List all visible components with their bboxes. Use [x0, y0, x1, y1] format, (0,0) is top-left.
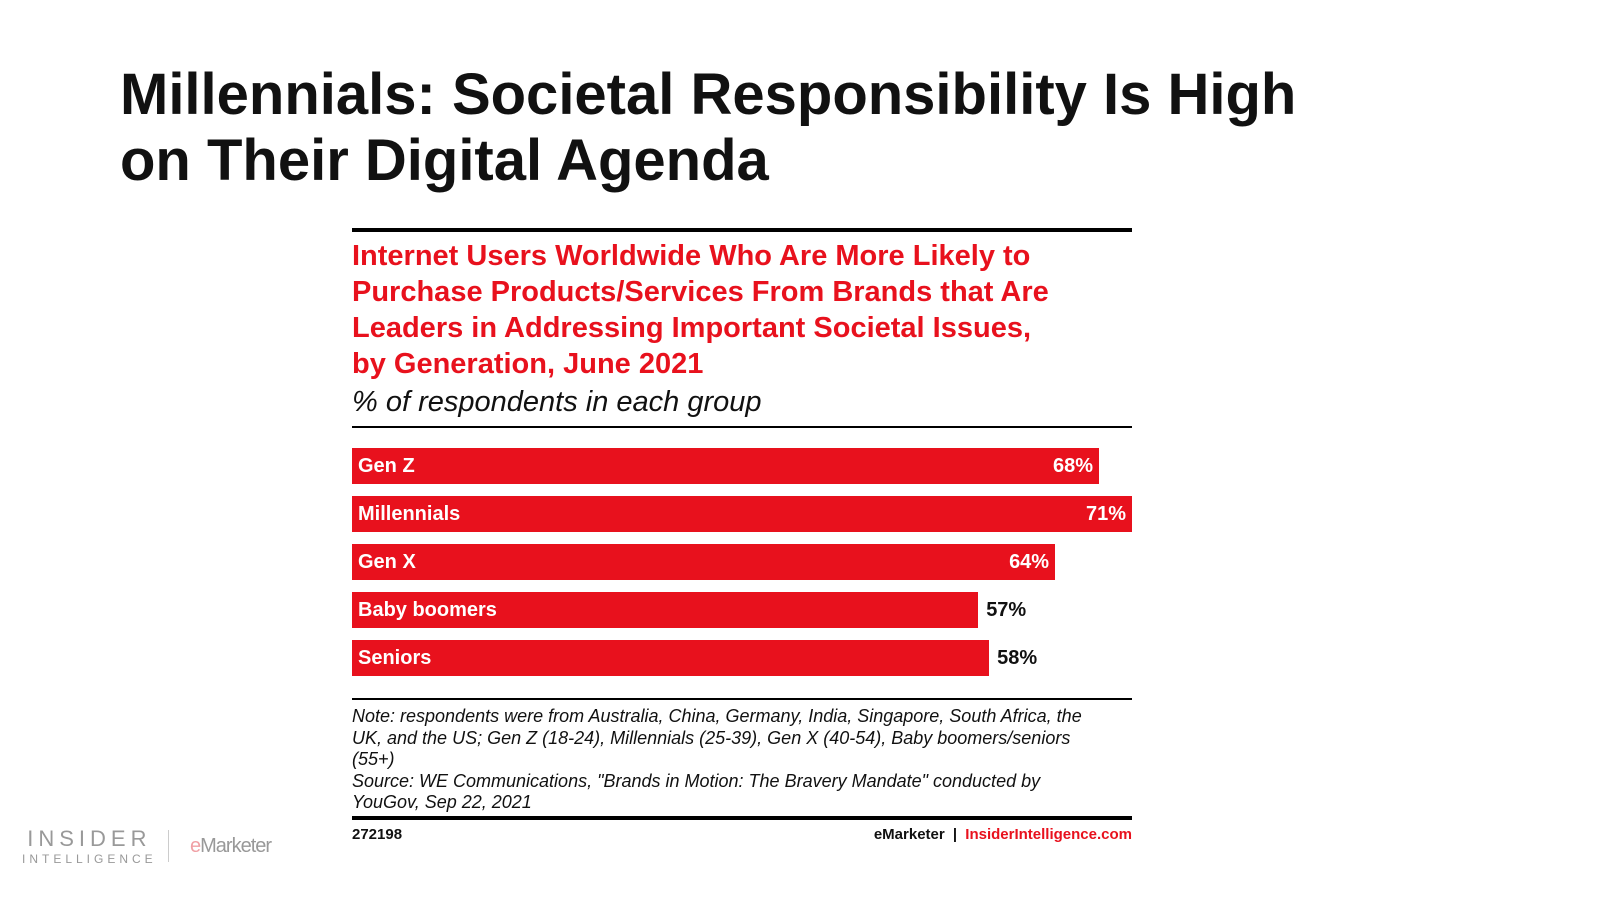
chart-subtitle: % of respondents in each group	[352, 386, 762, 418]
bar-seniors	[352, 640, 990, 676]
bar-value-label: 64%	[1009, 551, 1050, 573]
credit-site: InsiderIntelligence.com	[965, 826, 1132, 843]
chart-title-line: by Generation, June 2021	[352, 348, 704, 380]
chart-bottom-rule	[352, 816, 1132, 820]
chart-title-line: Internet Users Worldwide Who Are More Li…	[352, 240, 1031, 272]
note-line: UK, and the US; Gen Z (18-24), Millennia…	[352, 727, 1071, 748]
bar-value-label: 58%	[997, 647, 1038, 669]
bar-category-label: Seniors	[358, 647, 432, 669]
subtitle-rule	[352, 426, 1132, 428]
bar-millennials	[352, 496, 1132, 532]
logo-marketer: Marketer	[200, 835, 272, 857]
note-line: Note: respondents were from Australia, C…	[352, 706, 1082, 726]
bar-category-label: Gen X	[358, 551, 416, 573]
source-line: Source: WE Communications, "Brands in Mo…	[352, 770, 1041, 791]
slide-title: Millennials: Societal Responsibility Is …	[120, 62, 1296, 194]
bar-category-label: Gen Z	[358, 455, 415, 477]
logo-insider-text: INSIDER	[27, 826, 152, 851]
source-line: YouGov, Sep 22, 2021	[352, 792, 532, 812]
chart-note: Note: respondents were from Australia, C…	[352, 706, 1142, 814]
emarketer-logo: eMarketer	[190, 835, 272, 858]
insider-intelligence-logo: INSIDER INTELLIGENCE	[22, 826, 157, 866]
chart-title: Internet Users Worldwide Who Are More Li…	[352, 238, 1152, 382]
bar-value-label: 68%	[1053, 455, 1094, 477]
bar-value-label: 71%	[1085, 503, 1126, 525]
slide-title-line2: on Their Digital Agenda	[120, 128, 769, 193]
logo-e: e	[190, 835, 201, 857]
bar-value-label: 57%	[986, 599, 1027, 621]
chart-credit: eMarketer | InsiderIntelligence.com	[874, 826, 1132, 843]
bar-gen-x	[352, 544, 1056, 580]
note-rule	[352, 698, 1132, 700]
chart-id: 272198	[352, 826, 403, 843]
bar-gen-z	[352, 448, 1100, 484]
chart-title-line: Purchase Products/Services From Brands t…	[352, 276, 1049, 308]
slide-title-line1: Millennials: Societal Responsibility Is …	[120, 62, 1297, 127]
bar-category-label: Millennials	[358, 503, 461, 525]
credit-emarketer: eMarketer	[873, 826, 945, 843]
bar-category-label: Baby boomers	[358, 599, 497, 621]
logo-intelligence-text: INTELLIGENCE	[22, 852, 157, 866]
bar-baby-boomers	[352, 592, 979, 628]
chart-title-line: Leaders in Addressing Important Societal…	[352, 312, 1032, 344]
credit-separator: |	[952, 826, 958, 843]
logo-divider	[168, 830, 169, 862]
note-line: (55+)	[352, 749, 395, 769]
chart-top-rule	[352, 228, 1132, 232]
